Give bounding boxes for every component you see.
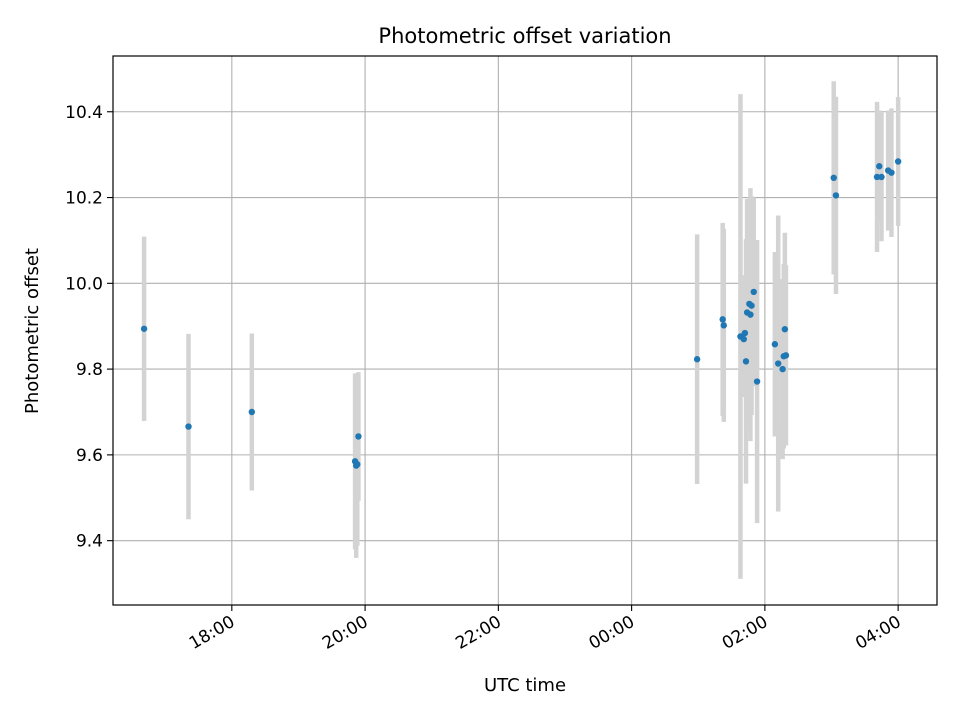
chart-title: Photometric offset variation: [378, 24, 671, 48]
data-point: [774, 360, 782, 367]
data-point: [781, 326, 789, 333]
data-point: [140, 325, 148, 332]
y-tick-label: 9.6: [76, 446, 103, 466]
y-tick-label: 10.0: [65, 274, 103, 294]
data-point: [878, 173, 885, 181]
data-point: [753, 378, 761, 385]
data-point: [742, 358, 750, 365]
data-point: [894, 158, 902, 165]
data-point: [748, 302, 755, 309]
data-point: [720, 322, 727, 329]
y-tick-label: 10.2: [65, 189, 103, 209]
data-point: [888, 169, 895, 176]
plot-frame: [112, 55, 938, 606]
point-layer: [140, 158, 902, 469]
data-point: [782, 352, 790, 359]
y-tick-label: 9.8: [76, 360, 103, 380]
data-point: [719, 316, 726, 323]
data-point: [355, 433, 362, 440]
data-point: [693, 356, 701, 363]
y-tick-label: 10.4: [65, 103, 103, 123]
data-point: [185, 423, 192, 430]
data-point: [779, 365, 786, 373]
data-point: [876, 163, 883, 170]
data-point: [750, 288, 757, 296]
data-point: [873, 173, 881, 181]
data-point: [830, 174, 837, 182]
data-point: [740, 335, 747, 343]
y-tick-label: 9.4: [76, 532, 103, 552]
data-point: [747, 311, 754, 318]
data-point: [354, 461, 361, 468]
x-axis-title: UTC time: [484, 675, 566, 696]
data-point: [741, 329, 749, 337]
data-point: [771, 341, 779, 348]
data-point: [832, 192, 840, 199]
data-point: [248, 408, 256, 416]
y-axis-title: Photometric offset: [22, 248, 43, 414]
